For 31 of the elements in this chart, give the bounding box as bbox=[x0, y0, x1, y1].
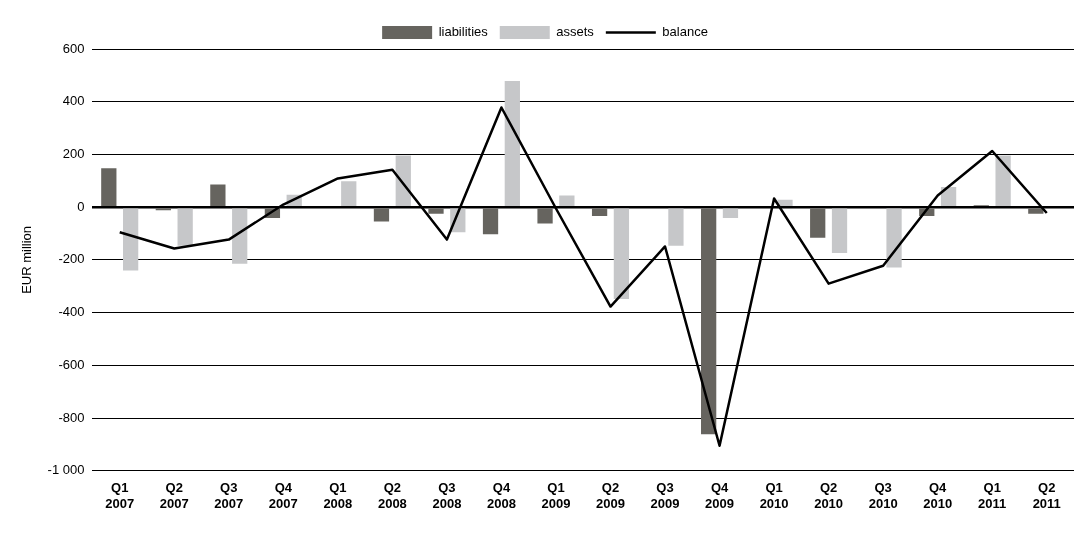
y-axis-title: EUR million bbox=[19, 225, 35, 294]
y-tick-label: -1 000 bbox=[47, 462, 85, 478]
y-tick-label: -600 bbox=[58, 356, 85, 372]
legend-label: liabilities bbox=[438, 24, 489, 40]
y-tick-label: -800 bbox=[58, 409, 85, 425]
y-tick-label: 400 bbox=[62, 93, 85, 109]
x-tick-label: Q3 2008 bbox=[432, 480, 462, 511]
x-tick-label: Q2 2008 bbox=[377, 480, 407, 511]
y-tick-label: -200 bbox=[58, 251, 85, 267]
y-tick-label: -400 bbox=[58, 304, 85, 320]
legend-label: assets bbox=[556, 24, 595, 40]
y-tick-label: 600 bbox=[62, 40, 85, 56]
x-tick-label: Q1 2007 bbox=[105, 480, 135, 511]
x-tick-label: Q4 2008 bbox=[486, 480, 516, 511]
x-tick-label: Q2 2007 bbox=[159, 480, 189, 511]
x-tick-label: Q2 2011 bbox=[1032, 480, 1061, 511]
x-tick-label: Q1 2011 bbox=[978, 480, 1007, 511]
y-tick-label: 0 bbox=[77, 198, 85, 214]
x-tick-label: Q4 2007 bbox=[268, 480, 298, 511]
x-tick-label: Q2 2010 bbox=[814, 480, 844, 511]
y-tick-label: 200 bbox=[62, 146, 85, 162]
x-tick-label: Q3 2007 bbox=[214, 480, 244, 511]
x-tick-label: Q1 2008 bbox=[323, 480, 353, 511]
x-tick-label: Q1 2010 bbox=[759, 480, 789, 511]
x-tick-label: Q4 2010 bbox=[923, 480, 953, 511]
x-tick-label: Q3 2010 bbox=[868, 480, 898, 511]
x-tick-label: Q2 2009 bbox=[596, 480, 625, 511]
x-tick-label: Q1 2009 bbox=[541, 480, 571, 511]
legend-label: balance bbox=[662, 24, 708, 40]
x-tick-label: Q4 2009 bbox=[705, 480, 735, 511]
x-tick-label: Q3 2009 bbox=[650, 480, 680, 511]
